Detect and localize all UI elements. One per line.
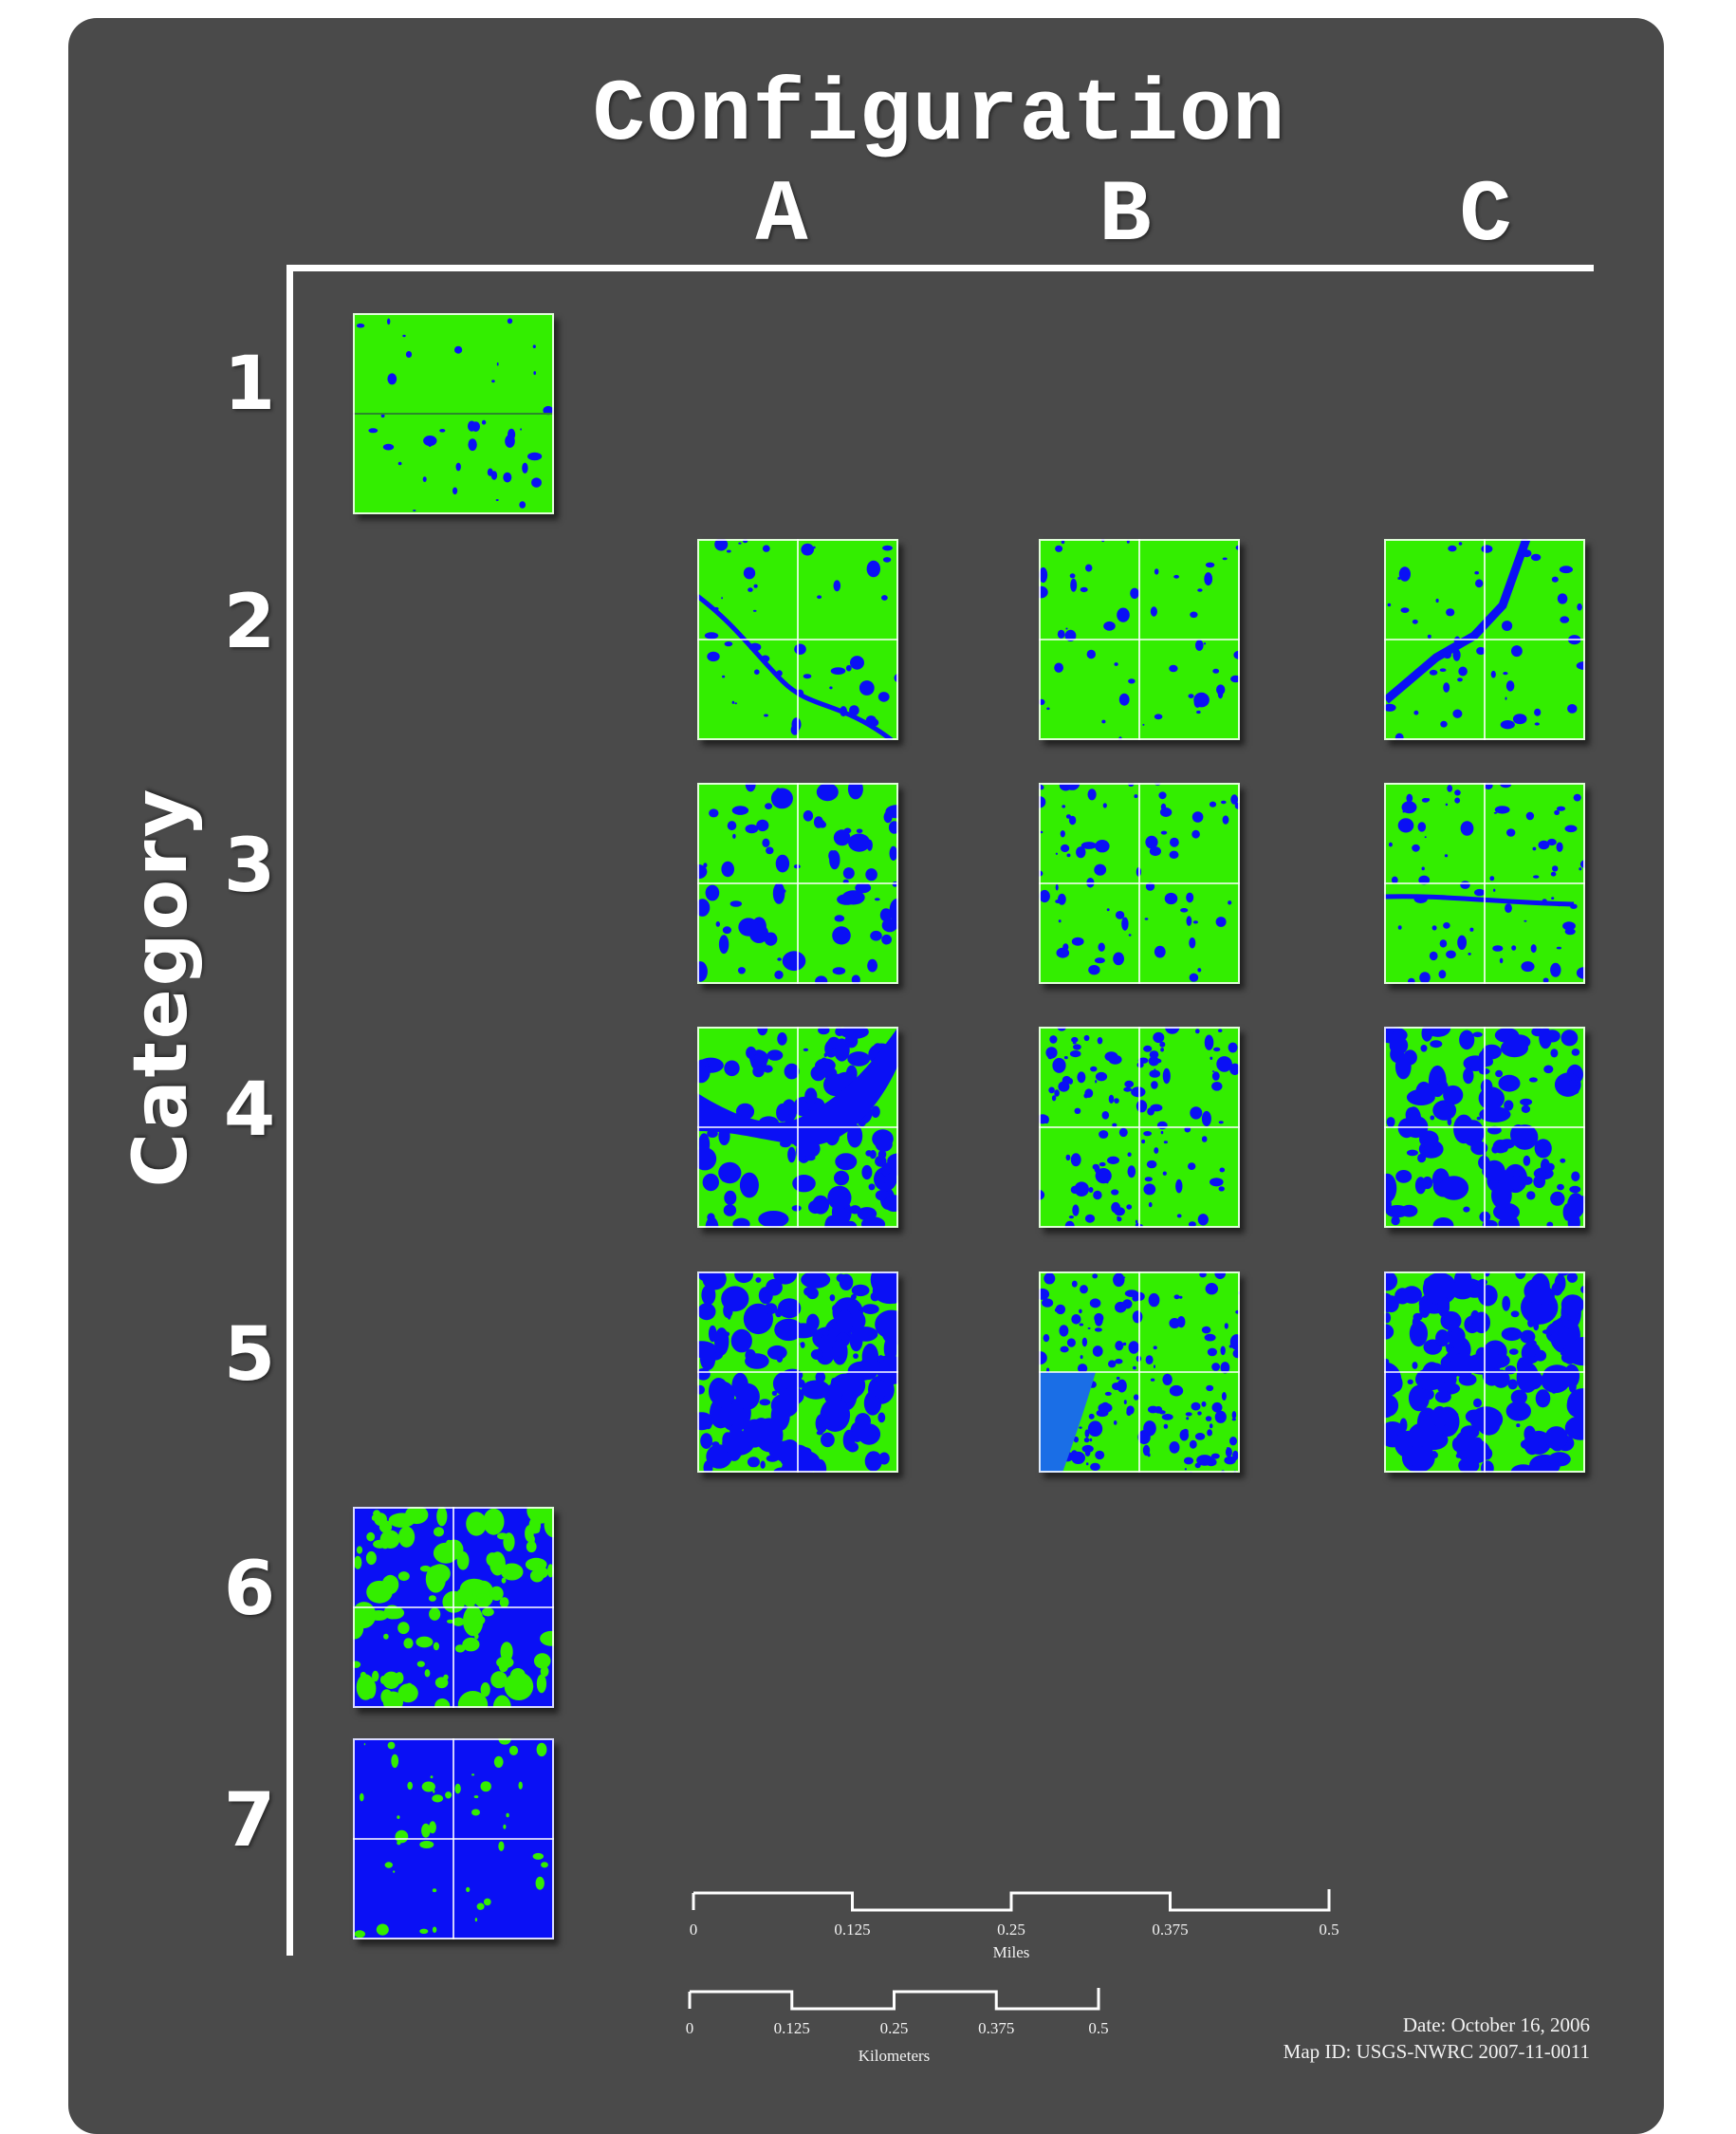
map-id: Map ID: USGS-NWRC 2007-11-0011 <box>1283 2040 1590 2063</box>
tile-5c <box>1384 1271 1585 1473</box>
map-date: Date: October 16, 2006 <box>1402 2013 1590 2036</box>
column-label-b: B <box>1099 166 1152 266</box>
row-label-4: 4 <box>223 1067 276 1153</box>
scale-tick-label: 0.25 <box>879 2019 909 2037</box>
tile-image <box>697 1271 898 1473</box>
tile-image <box>1039 783 1240 984</box>
tile-image <box>353 313 554 514</box>
row-label-1: 1 <box>223 342 276 427</box>
tile-4c <box>1384 1027 1585 1228</box>
tile-image <box>697 1027 898 1228</box>
tile-image <box>1039 1271 1240 1473</box>
scale-bar-graphic <box>692 1889 1331 1912</box>
row-label-7: 7 <box>223 1778 276 1864</box>
figure-title: Configuration <box>592 65 1286 165</box>
tile-image <box>1384 1027 1585 1228</box>
scale-unit-label: Miles <box>992 1943 1030 1961</box>
row-label-6: 6 <box>223 1547 276 1632</box>
tile-2a <box>697 539 898 740</box>
tile-4b <box>1039 1027 1240 1228</box>
tile-7 <box>353 1738 554 1939</box>
tile-1 <box>353 313 554 514</box>
tile-2b <box>1039 539 1240 740</box>
row-label-3: 3 <box>223 824 276 909</box>
tile-3a <box>697 783 898 984</box>
row-label-2: 2 <box>223 580 276 665</box>
tile-image <box>353 1738 554 1939</box>
column-label-c: C <box>1459 166 1512 266</box>
tile-2c <box>1384 539 1585 740</box>
tile-image <box>1384 1271 1585 1473</box>
scale-tick-label: 0.375 <box>1152 1921 1189 1939</box>
tile-5a <box>697 1271 898 1473</box>
scale-tick-label: 0 <box>685 2019 694 2037</box>
horizontal-axis-line <box>286 265 1594 271</box>
tile-3b <box>1039 783 1240 984</box>
vertical-axis-line <box>286 265 293 1956</box>
tile-6 <box>353 1507 554 1708</box>
tile-3c <box>1384 783 1585 984</box>
scale-tick-label: 0.5 <box>1088 2019 1109 2037</box>
scale-tick-label: 0 <box>689 1921 698 1939</box>
tile-image <box>1039 539 1240 740</box>
row-label-5: 5 <box>223 1312 276 1398</box>
scale-tick-label: 0.125 <box>773 2019 810 2037</box>
scale-tick-label: 0.375 <box>978 2019 1015 2037</box>
tile-image <box>353 1507 554 1708</box>
tile-image <box>1039 1027 1240 1228</box>
scale-bar-miles <box>692 1889 1331 1914</box>
tile-image <box>697 783 898 984</box>
scale-tick-label: 0.125 <box>834 1921 871 1939</box>
tile-image <box>1384 783 1585 984</box>
tile-image <box>1384 539 1585 740</box>
tile-4a <box>697 1027 898 1228</box>
category-axis-title: Category <box>119 786 204 1188</box>
scale-unit-label: Kilometers <box>858 2047 931 2065</box>
scale-bar-graphic <box>688 1988 1100 2011</box>
column-label-a: A <box>755 166 808 266</box>
scale-tick-label: 0.25 <box>997 1921 1025 1939</box>
scale-tick-label: 0.5 <box>1319 1921 1339 1939</box>
scale-bar-kilometers <box>688 1988 1100 2013</box>
tile-image <box>697 539 898 740</box>
tile-5b <box>1039 1271 1240 1473</box>
